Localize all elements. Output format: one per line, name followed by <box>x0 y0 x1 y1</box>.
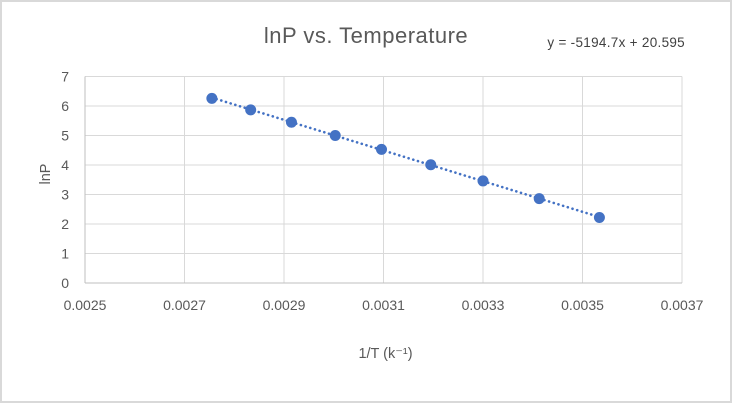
y-tick-label: 1 <box>61 245 69 261</box>
y-tick-label: 2 <box>61 216 69 232</box>
data-point-marker <box>477 175 489 187</box>
data-point-marker <box>329 130 341 141</box>
data-point-marker <box>533 193 545 205</box>
data-point-marker <box>593 212 605 224</box>
x-tick-label: 0.0037 <box>661 297 704 313</box>
y-tick-label: 0 <box>61 275 69 291</box>
data-point-marker <box>206 92 218 104</box>
x-axis-title: 1/T (k⁻¹) <box>358 346 413 362</box>
data-point-marker <box>425 159 437 171</box>
y-tick-label: 6 <box>61 98 69 114</box>
x-tick-label: 0.0031 <box>362 297 405 313</box>
trendline-equation-label: y = -5194.7x + 20.595 <box>547 35 685 50</box>
chart-title: lnP vs. Temperature <box>263 23 469 48</box>
x-tick-label: 0.0025 <box>64 297 107 313</box>
data-point-marker <box>285 116 297 128</box>
y-tick-label: 3 <box>61 186 69 202</box>
data-point-marker <box>245 104 257 116</box>
y-tick-label: 4 <box>61 157 69 173</box>
x-tick-label: 0.0029 <box>263 297 306 313</box>
x-tick-label: 0.0035 <box>561 297 604 313</box>
data-point-marker <box>376 143 388 155</box>
x-tick-label: 0.0033 <box>462 297 505 313</box>
x-tick-label: 0.0027 <box>163 297 206 313</box>
y-tick-label: 7 <box>61 68 69 84</box>
y-tick-label: 5 <box>61 127 69 143</box>
y-axis-title: lnP <box>38 163 54 185</box>
